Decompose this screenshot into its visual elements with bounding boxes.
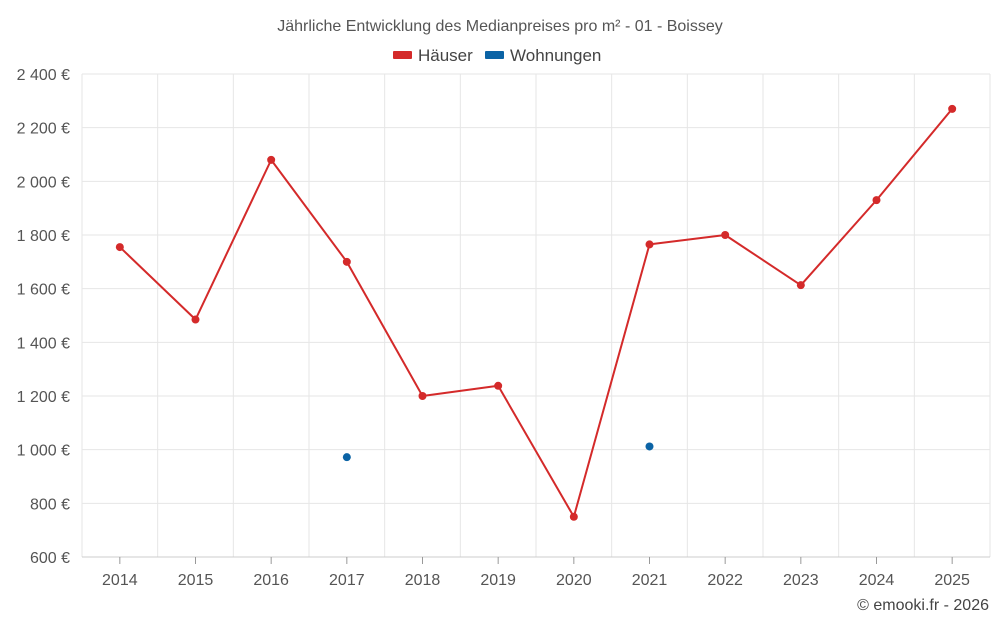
legend-label-wohnungen[interactable]: Wohnungen xyxy=(510,46,601,65)
y-tick-label: 1 600 € xyxy=(17,282,70,299)
data-point-haeuser[interactable] xyxy=(418,392,427,400)
grid xyxy=(81,73,991,557)
legend-swatch-wohnungen xyxy=(485,51,504,59)
chart-title: Jährliche Entwicklung des Medianpreises … xyxy=(277,18,723,35)
x-axis: 2014 2015 2016 2017 2018 2019 2020 2021 2022 2023… xyxy=(82,556,990,589)
y-tick-label: 2 200 € xyxy=(17,121,70,138)
x-tick-label: 2014 xyxy=(102,572,138,589)
data-point-haeuser[interactable] xyxy=(721,231,730,239)
y-tick-label: 2 000 € xyxy=(17,174,70,191)
y-axis: 600 € 800 € 1 000 € 1 200 € 1 400 € 1 600 € 1 … xyxy=(17,67,70,567)
y-tick-label: 1 000 € xyxy=(17,443,70,460)
data-point-haeuser[interactable] xyxy=(569,512,578,521)
legend: Häuser Wohnungen xyxy=(393,46,601,65)
y-tick-label: 1 400 € xyxy=(17,335,70,352)
x-tick-label: 2024 xyxy=(859,572,895,589)
x-tick-label: 2015 xyxy=(178,572,214,589)
series-layer xyxy=(115,104,957,521)
series-line-haeuser xyxy=(119,108,953,518)
data-point-haeuser[interactable] xyxy=(645,240,654,249)
y-tick-label: 600 € xyxy=(30,550,70,567)
y-tick-label: 800 € xyxy=(30,496,70,513)
data-point-haeuser[interactable] xyxy=(342,257,351,266)
data-point-haeuser[interactable] xyxy=(115,243,124,252)
x-tick-label: 2018 xyxy=(405,572,441,589)
credit-text: © emooki.fr - 2026 xyxy=(857,597,989,614)
y-tick-label: 1 200 € xyxy=(17,389,70,406)
legend-label-haeuser[interactable]: Häuser xyxy=(418,46,473,65)
y-tick-label: 2 400 € xyxy=(17,67,70,84)
data-point-haeuser[interactable] xyxy=(796,281,805,290)
x-tick-label: 2022 xyxy=(707,572,743,589)
x-tick-label: 2021 xyxy=(632,572,668,589)
data-point-haeuser[interactable] xyxy=(948,104,957,113)
x-tick-label: 2020 xyxy=(556,572,592,589)
data-point-haeuser[interactable] xyxy=(267,155,276,164)
y-tick-label: 1 800 € xyxy=(17,228,70,245)
data-point-haeuser[interactable] xyxy=(872,196,881,205)
data-point-wohnungen[interactable] xyxy=(645,442,654,451)
x-tick-label: 2017 xyxy=(329,572,365,589)
data-point-wohnungen[interactable] xyxy=(342,453,351,462)
data-point-haeuser[interactable] xyxy=(191,315,200,324)
x-tick-label: 2016 xyxy=(253,572,289,589)
x-tick-label: 2023 xyxy=(783,572,819,589)
x-tick-label: 2019 xyxy=(480,572,516,589)
x-tick-label: 2025 xyxy=(934,572,970,589)
legend-swatch-haeuser xyxy=(393,51,412,59)
data-point-haeuser[interactable] xyxy=(494,381,503,390)
